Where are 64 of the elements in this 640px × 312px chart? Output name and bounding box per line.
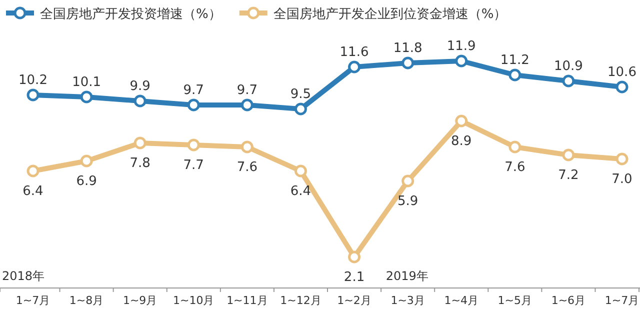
point	[80, 154, 93, 168]
point	[294, 102, 307, 116]
x-tick-label: 1~4月	[444, 294, 478, 307]
data-label: 11.8	[393, 41, 422, 56]
point	[455, 54, 468, 68]
x-tick-label: 1~8月	[69, 294, 104, 307]
point	[187, 98, 200, 112]
point	[402, 56, 414, 70]
x-tick-label: 1~11月	[226, 294, 268, 307]
point	[240, 140, 254, 154]
point	[616, 80, 628, 94]
point	[294, 164, 307, 178]
point	[616, 152, 628, 166]
data-label: 2.1	[344, 270, 365, 285]
point	[402, 174, 414, 188]
data-label: 11.2	[500, 53, 530, 68]
x-tick-label: 1~12月	[280, 294, 322, 307]
point	[348, 250, 361, 264]
point	[508, 140, 522, 154]
data-label: 6.4	[290, 184, 312, 199]
x-tick-label: 1~5月	[498, 294, 532, 307]
point	[508, 68, 522, 82]
data-label: 9.5	[290, 87, 312, 102]
data-label: 11.6	[340, 45, 369, 60]
data-label: 8.9	[451, 134, 472, 149]
data-label: 7.6	[236, 160, 258, 175]
data-label: 7.7	[183, 158, 204, 173]
data-label: 10.2	[18, 73, 48, 88]
point	[240, 98, 254, 112]
x-tick-label: 1~7月	[604, 294, 640, 307]
text: 2018年	[2, 269, 45, 283]
point	[26, 88, 40, 102]
point	[134, 136, 146, 150]
data-label: 10.6	[608, 65, 636, 80]
data-label: 7.0	[612, 172, 632, 187]
data-label: 9.7	[183, 83, 204, 98]
data-label: 7.2	[558, 168, 579, 183]
point	[348, 60, 361, 74]
data-label: 5.9	[397, 194, 418, 209]
x-tick-label: 1~6月	[551, 294, 586, 307]
legend-label: 全国房地产开发企业到位资金增速（%）	[273, 6, 507, 22]
data-label: 10.1	[72, 75, 102, 90]
x-tick-label: 1~9月	[122, 294, 158, 307]
point	[26, 164, 40, 178]
data-label: 7.6	[504, 160, 526, 175]
x-tick-label: 1~3月	[390, 294, 425, 307]
data-label: 9.7	[236, 83, 258, 98]
x-tick-label: 1~2月	[337, 294, 372, 307]
x-tick-label: 1~7月	[16, 294, 50, 307]
data-label: 6.4	[22, 184, 44, 199]
data-label: 6.9	[76, 174, 97, 189]
data-label: 7.8	[130, 156, 150, 171]
point	[562, 74, 575, 88]
point	[562, 148, 575, 162]
text: 2019年	[386, 269, 428, 283]
data-label: 9.9	[130, 79, 150, 94]
data-label: 10.9	[554, 59, 583, 74]
x-tick-label: 1~10月	[173, 294, 214, 307]
point	[134, 94, 146, 108]
point	[455, 114, 468, 128]
point	[187, 138, 200, 152]
data-label: 11.9	[446, 39, 476, 54]
legend-label: 全国房地产开发投资增速（%）	[40, 6, 222, 22]
point	[80, 90, 93, 104]
